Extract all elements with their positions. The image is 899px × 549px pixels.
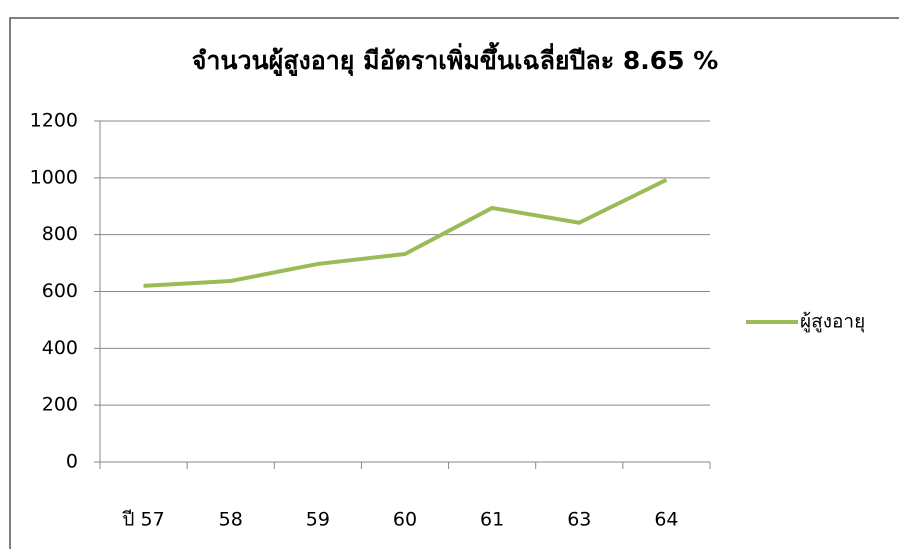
data-line bbox=[143, 178, 668, 288]
x-tick-label: 61 bbox=[480, 509, 504, 531]
x-tick-label: 58 bbox=[219, 509, 243, 531]
x-tick-label: 59 bbox=[306, 509, 330, 531]
y-tick-label: 600 bbox=[42, 280, 78, 302]
legend-label: ผู้สูงอายุ bbox=[800, 311, 865, 334]
y-tick-label: 1000 bbox=[30, 166, 78, 188]
x-tick-label: 63 bbox=[567, 509, 591, 531]
x-tick-label: 64 bbox=[654, 509, 678, 531]
y-tick-label: 400 bbox=[42, 337, 78, 359]
y-tick-label: 0 bbox=[66, 451, 78, 473]
chart-border bbox=[9, 17, 899, 549]
y-tick-label: 800 bbox=[42, 223, 78, 245]
x-tick-label: 60 bbox=[393, 509, 417, 531]
x-tick-label: ปี 57 bbox=[122, 509, 165, 531]
y-tick-label: 200 bbox=[42, 394, 78, 416]
chart-title: จำนวนผู้สูงอายุ มีอัตราเพิ่มขึ้นเฉลี่ยปี… bbox=[192, 41, 719, 77]
y-tick-label: 1200 bbox=[30, 110, 78, 132]
